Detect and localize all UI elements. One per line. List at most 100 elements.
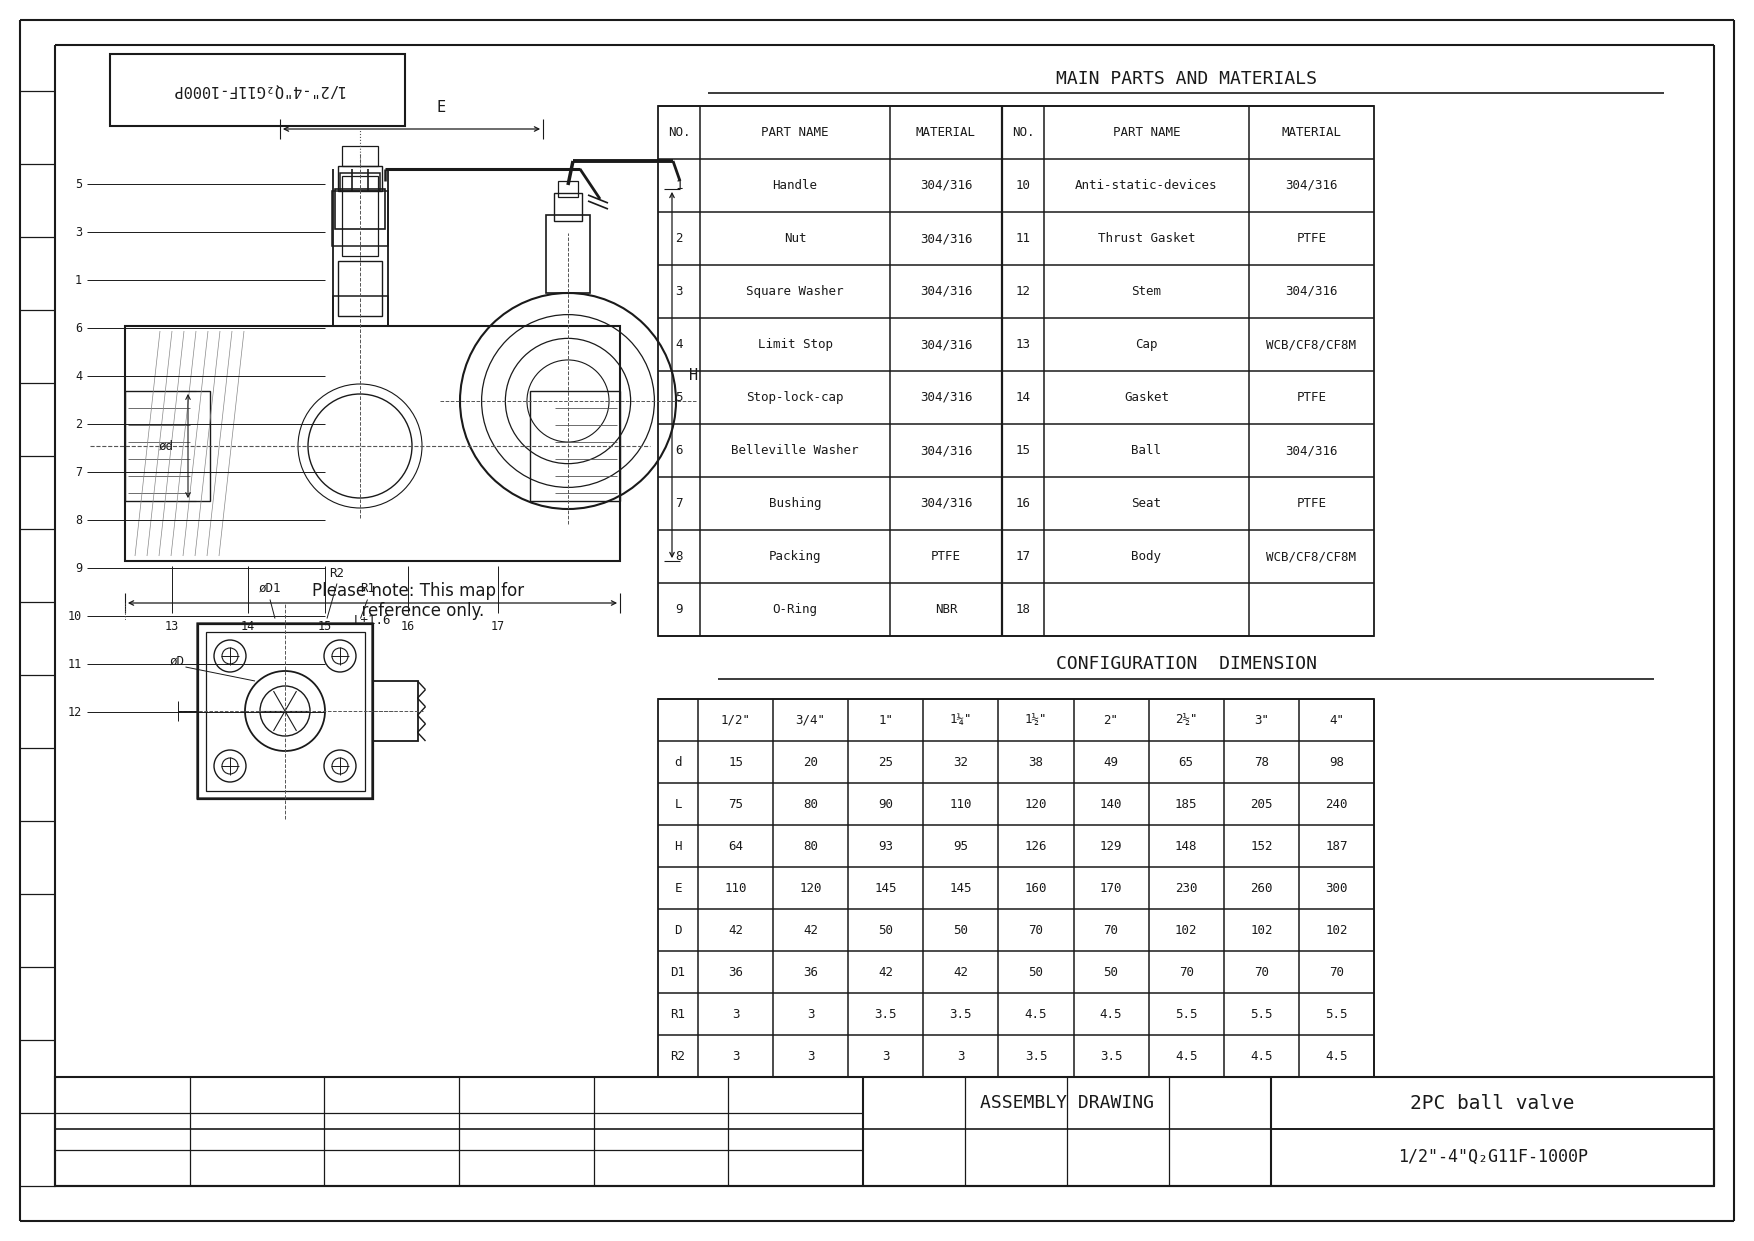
- Text: R1: R1: [360, 582, 375, 594]
- Text: PTFE: PTFE: [1296, 391, 1326, 405]
- Bar: [545, 215, 589, 293]
- Text: 70: 70: [1028, 923, 1044, 937]
- Bar: [554, 194, 582, 221]
- Text: 304/316: 304/316: [1286, 285, 1338, 298]
- Text: E: E: [674, 881, 682, 895]
- Text: Thrust Gasket: Thrust Gasket: [1098, 232, 1194, 244]
- Text: NO.: NO.: [668, 127, 691, 139]
- Text: 5.5: 5.5: [1175, 1008, 1198, 1020]
- Text: 4": 4": [1330, 714, 1344, 726]
- Text: 36: 36: [728, 965, 744, 978]
- Text: 160: 160: [1024, 881, 1047, 895]
- Text: 120: 120: [800, 881, 823, 895]
- Text: Anti-static-devices: Anti-static-devices: [1075, 179, 1217, 192]
- Text: 42: 42: [803, 923, 817, 937]
- Text: 36: 36: [803, 965, 817, 978]
- Text: E: E: [437, 99, 446, 114]
- Text: Seat: Seat: [1131, 496, 1161, 510]
- Text: 64: 64: [728, 839, 744, 853]
- Text: CONFIGURATION  DIMENSION: CONFIGURATION DIMENSION: [1056, 655, 1317, 673]
- Text: 15: 15: [728, 756, 744, 768]
- Text: 10: 10: [68, 609, 82, 623]
- Text: 304/316: 304/316: [1286, 179, 1338, 192]
- Text: 6: 6: [675, 444, 682, 457]
- Text: 15: 15: [1016, 444, 1031, 457]
- Text: NO.: NO.: [1012, 127, 1035, 139]
- Text: 4.5: 4.5: [1326, 1050, 1347, 1062]
- Text: 304/316: 304/316: [1286, 444, 1338, 457]
- Text: 25: 25: [879, 756, 893, 768]
- Bar: [125, 326, 619, 561]
- Text: 5: 5: [75, 177, 82, 191]
- Bar: [658, 105, 1373, 635]
- Text: 3: 3: [675, 285, 682, 298]
- Bar: [198, 623, 372, 798]
- Text: Stem: Stem: [1131, 285, 1161, 298]
- Text: 3": 3": [1254, 714, 1268, 726]
- Text: 14: 14: [240, 619, 254, 633]
- Text: 9: 9: [75, 561, 82, 575]
- Text: 2: 2: [675, 232, 682, 244]
- Text: 1¼": 1¼": [949, 714, 972, 726]
- Bar: [342, 176, 379, 256]
- Text: ASSEMBLY DRAWING: ASSEMBLY DRAWING: [980, 1095, 1154, 1112]
- Text: ød: ød: [158, 439, 174, 453]
- Text: 2½": 2½": [1175, 714, 1198, 726]
- Text: MATERIAL: MATERIAL: [1282, 127, 1342, 139]
- Text: 11: 11: [1016, 232, 1031, 244]
- Text: WCB/CF8/CF8M: WCB/CF8/CF8M: [1266, 338, 1356, 351]
- Bar: [340, 172, 381, 191]
- Text: 120: 120: [1024, 798, 1047, 810]
- Text: D: D: [674, 923, 682, 937]
- Text: 70: 70: [1179, 965, 1194, 978]
- Text: 3: 3: [958, 1050, 965, 1062]
- Text: 12: 12: [68, 705, 82, 719]
- Text: 5: 5: [675, 391, 682, 405]
- Text: 304/316: 304/316: [919, 232, 972, 244]
- Text: NBR: NBR: [935, 603, 958, 616]
- Text: 187: 187: [1326, 839, 1347, 853]
- Text: 3: 3: [882, 1050, 889, 1062]
- Text: 260: 260: [1251, 881, 1273, 895]
- Bar: [558, 181, 579, 197]
- Text: 304/316: 304/316: [919, 285, 972, 298]
- Text: 18: 18: [1016, 603, 1031, 616]
- Text: 4: 4: [75, 370, 82, 382]
- Text: Handle: Handle: [772, 179, 817, 192]
- Text: 145: 145: [875, 881, 896, 895]
- Text: 1": 1": [879, 714, 893, 726]
- Text: 50: 50: [954, 923, 968, 937]
- Text: Limit Stop: Limit Stop: [758, 338, 833, 351]
- Text: 78: 78: [1254, 756, 1268, 768]
- Bar: [111, 55, 405, 127]
- Text: 93: 93: [879, 839, 893, 853]
- Text: 10: 10: [1016, 179, 1031, 192]
- Text: 13: 13: [1016, 338, 1031, 351]
- Text: 90: 90: [879, 798, 893, 810]
- Text: Stop-lock-cap: Stop-lock-cap: [745, 391, 844, 405]
- Text: 8: 8: [75, 514, 82, 526]
- Text: 185: 185: [1175, 798, 1198, 810]
- Text: D1: D1: [670, 965, 686, 978]
- Text: 95: 95: [954, 839, 968, 853]
- Text: 42: 42: [728, 923, 744, 937]
- Text: 110: 110: [724, 881, 747, 895]
- Text: 65: 65: [1179, 756, 1194, 768]
- Text: 6: 6: [75, 321, 82, 335]
- Text: Square Washer: Square Washer: [745, 285, 844, 298]
- Text: 3: 3: [731, 1050, 738, 1062]
- Text: 5.5: 5.5: [1251, 1008, 1273, 1020]
- Text: Belleville Washer: Belleville Washer: [731, 444, 859, 457]
- Bar: [342, 146, 379, 166]
- Text: R2: R2: [670, 1050, 686, 1062]
- Text: 3.5: 3.5: [949, 1008, 972, 1020]
- Bar: [125, 391, 210, 501]
- Text: Bushing: Bushing: [768, 496, 821, 510]
- Text: 4.5: 4.5: [1175, 1050, 1198, 1062]
- Text: 17: 17: [1016, 550, 1031, 563]
- Text: 145: 145: [949, 881, 972, 895]
- Text: 129: 129: [1100, 839, 1123, 853]
- Text: 230: 230: [1175, 881, 1198, 895]
- Text: 102: 102: [1326, 923, 1347, 937]
- Text: 148: 148: [1175, 839, 1198, 853]
